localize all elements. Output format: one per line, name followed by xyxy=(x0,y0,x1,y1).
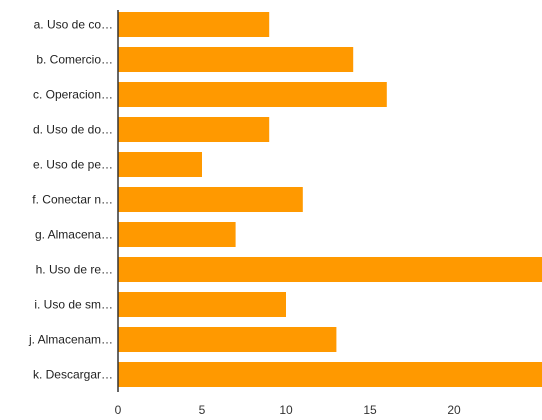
category-label: a. Uso de co… xyxy=(34,18,113,32)
category-label: j. Almacenam… xyxy=(28,333,113,347)
bar-e xyxy=(118,152,202,177)
x-tick-label: 0 xyxy=(115,403,122,417)
category-labels: a. Uso de co… b. Comercio… c. Operacion… d.… xyxy=(28,18,113,382)
bar-g xyxy=(118,222,236,247)
x-tick-label: 20 xyxy=(447,403,461,417)
x-tick-labels: 0 5 10 15 20 xyxy=(115,403,461,417)
category-label: i. Uso de sm… xyxy=(34,298,113,312)
bar-b xyxy=(118,47,354,72)
bar-c xyxy=(118,82,387,107)
category-label: c. Operacion… xyxy=(33,88,113,102)
x-tick-label: 5 xyxy=(199,403,206,417)
category-label: g. Almacena… xyxy=(35,228,113,242)
category-label: k. Descargar… xyxy=(33,368,113,382)
x-tick-label: 15 xyxy=(363,403,377,417)
bar-i xyxy=(118,292,286,317)
category-label: e. Uso de pe… xyxy=(33,158,113,172)
category-label: d. Uso de do… xyxy=(33,123,113,137)
bar-f xyxy=(118,187,303,212)
bar-h xyxy=(118,257,542,282)
category-label: f. Conectar n… xyxy=(32,193,113,207)
bars-group xyxy=(118,12,542,387)
category-label: b. Comercio… xyxy=(36,53,113,67)
bar-k xyxy=(118,362,542,387)
bar-d xyxy=(118,117,270,142)
bar-a xyxy=(118,12,270,37)
bar-j xyxy=(118,327,337,352)
category-label: h. Uso de re… xyxy=(36,263,113,277)
x-tick-label: 10 xyxy=(279,403,293,417)
